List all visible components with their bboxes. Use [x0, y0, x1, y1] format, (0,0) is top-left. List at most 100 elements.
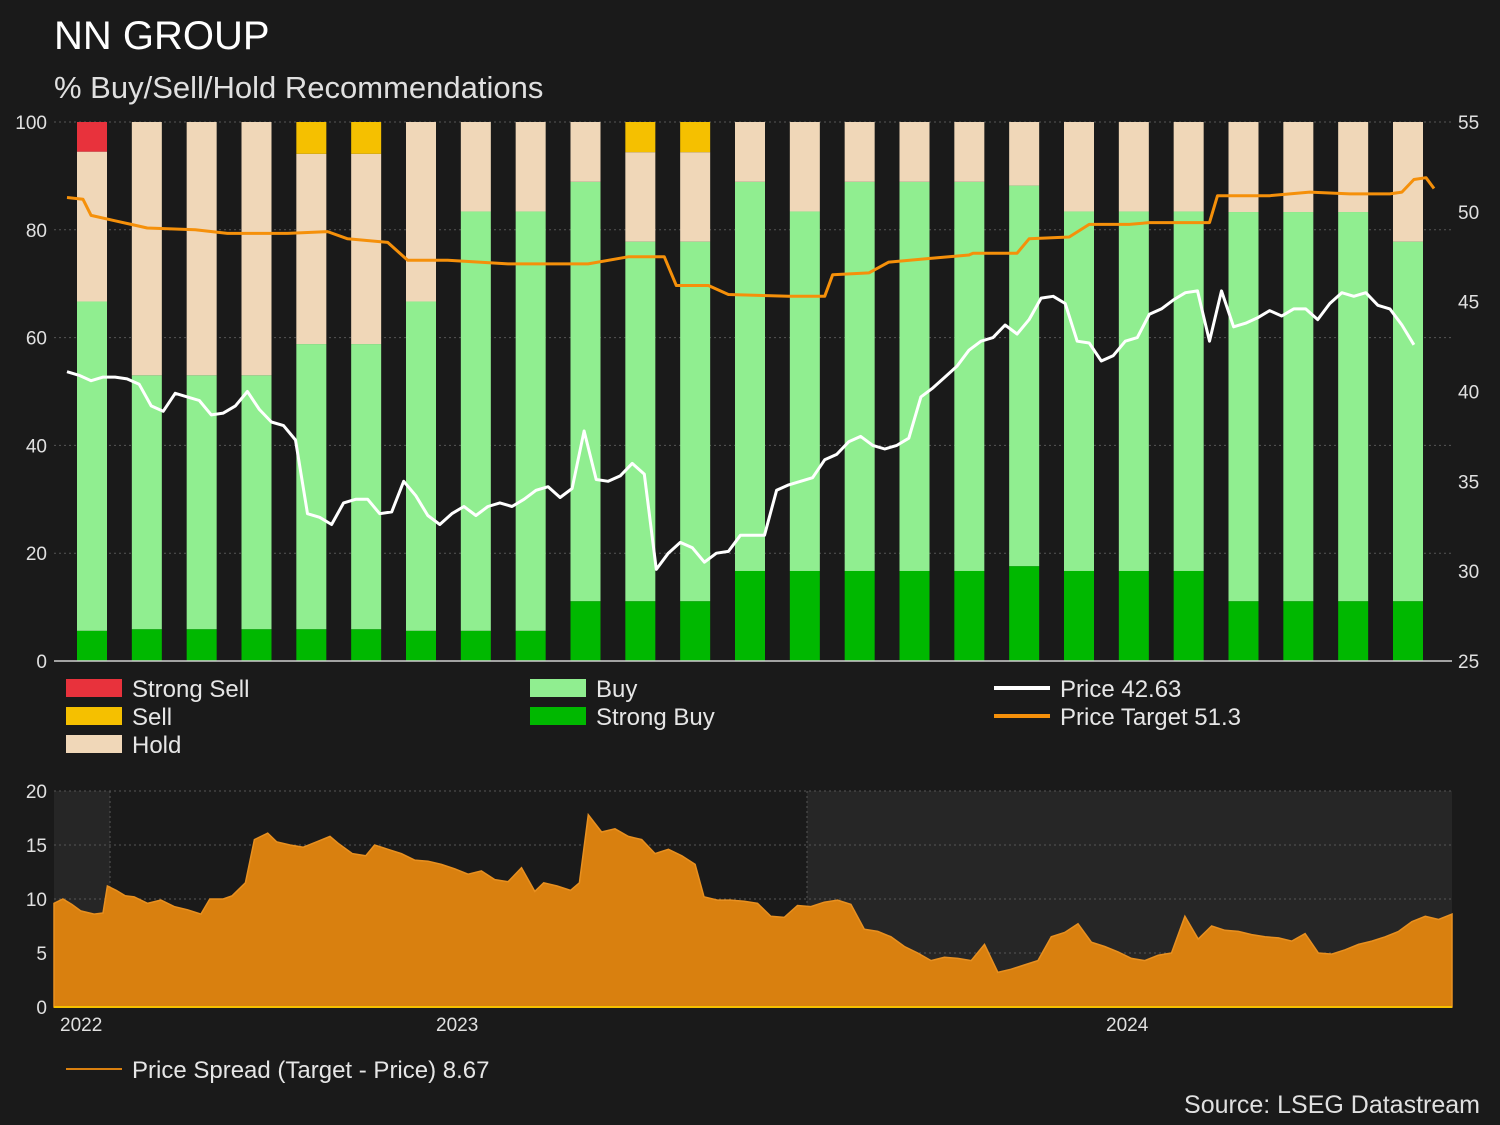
- bar-strong-buy: [186, 629, 217, 661]
- price-lines: [66, 176, 1436, 571]
- bar-strong-buy: [351, 629, 382, 661]
- bar-hold: [1118, 122, 1149, 212]
- y-right-tick-label: 30: [1458, 562, 1479, 583]
- bar-buy: [844, 181, 875, 571]
- legend-label: Price 42.63: [1060, 676, 1181, 703]
- bar-hold: [460, 122, 491, 212]
- legend-label: Sell: [132, 704, 172, 731]
- source-note: Source: LSEG Datastream: [1184, 1091, 1480, 1119]
- bar-buy: [296, 344, 327, 630]
- bar-buy: [1009, 185, 1040, 567]
- bar-hold: [1064, 122, 1094, 212]
- bar-hold: [680, 152, 711, 242]
- bar-hold: [1009, 122, 1040, 186]
- y-right-tick-label: 45: [1458, 293, 1479, 314]
- bar-strong-buy: [789, 570, 820, 661]
- legend-swatch-strong-buy: [530, 707, 586, 725]
- x-tick-label: 2024: [1106, 1015, 1149, 1036]
- legend-label: Strong Buy: [596, 704, 715, 731]
- bar-hold: [570, 122, 601, 182]
- top-axes: 0 20 40 60 80 100 25 30 35 40 45 50 55: [15, 113, 1479, 673]
- y-left-tick-label: 80: [26, 221, 47, 242]
- bar-buy: [954, 181, 985, 571]
- bar-strong-buy: [1009, 566, 1040, 661]
- bar-hold: [351, 153, 382, 345]
- y-left-tick-label: 40: [26, 436, 47, 457]
- y-right-tick-label: 40: [1458, 383, 1479, 404]
- bar-hold: [406, 122, 436, 302]
- bar-buy: [680, 241, 711, 602]
- bar-buy: [735, 181, 765, 571]
- bar-buy: [1064, 211, 1094, 571]
- spread-area: [53, 812, 1453, 1008]
- bar-strong-buy: [515, 630, 546, 661]
- bar-buy: [241, 375, 272, 630]
- bar-strong-buy: [131, 629, 162, 661]
- bar-strong-buy: [77, 630, 107, 661]
- chart-title: NN GROUP: [54, 14, 270, 58]
- bar-buy: [406, 301, 436, 631]
- bar-buy: [186, 375, 217, 630]
- bar-strong-buy: [460, 630, 491, 661]
- bar-buy: [131, 375, 162, 630]
- spread-chart: 0 5 10 15 20 2022 2023 2024 Price Spread (Target…: [26, 782, 1453, 1084]
- y-right-tick-label: 50: [1458, 203, 1479, 224]
- bar-buy: [351, 344, 382, 630]
- bar-strong-buy: [680, 601, 711, 661]
- y-left-tick-label: 60: [26, 329, 47, 350]
- bar-strong-buy: [735, 570, 765, 661]
- bar-hold: [844, 122, 875, 182]
- bar-hold: [77, 151, 107, 302]
- y-left-tick-label: 0: [36, 652, 47, 673]
- bar-strong-buy: [954, 570, 985, 661]
- bar-hold: [735, 122, 765, 182]
- legend-label: Buy: [596, 676, 637, 703]
- bar-hold: [1283, 122, 1314, 213]
- y-tick-label: 15: [26, 836, 47, 857]
- bar-hold: [789, 122, 820, 212]
- bar-buy: [77, 301, 107, 631]
- legend-label: Price Spread (Target - Price) 8.67: [132, 1057, 489, 1084]
- bar-buy: [1393, 241, 1423, 602]
- bar-hold: [131, 122, 162, 376]
- bar-hold: [296, 153, 327, 345]
- y-right-tick-label: 35: [1458, 472, 1479, 493]
- bar-strong-buy: [241, 629, 272, 661]
- price-target-line: [66, 176, 1436, 298]
- bar-strong-buy: [1173, 570, 1204, 661]
- bar-sell: [625, 122, 656, 153]
- bar-strong-sell: [77, 122, 107, 152]
- y-tick-label: 10: [26, 890, 47, 911]
- legend-label: Strong Sell: [132, 676, 249, 703]
- y-left-tick-label: 100: [15, 113, 47, 134]
- bar-strong-buy: [899, 570, 930, 661]
- bar-hold: [1338, 122, 1369, 213]
- chart-subtitle: % Buy/Sell/Hold Recommendations: [54, 70, 544, 105]
- y-tick-label: 20: [26, 782, 47, 803]
- bar-strong-buy: [570, 601, 601, 661]
- bar-sell: [296, 122, 327, 154]
- bar-strong-buy: [1338, 601, 1369, 661]
- bar-strong-buy: [844, 570, 875, 661]
- bar-buy: [1118, 211, 1149, 571]
- bar-hold: [625, 152, 656, 242]
- recommendation-bars: [77, 122, 1423, 661]
- bar-buy: [899, 181, 930, 571]
- y-right-tick-label: 25: [1458, 652, 1479, 673]
- bar-hold: [1228, 122, 1259, 213]
- bar-hold: [1173, 122, 1204, 212]
- price-line: [66, 289, 1416, 571]
- top-gridlines: [54, 121, 1452, 554]
- bar-hold: [241, 122, 272, 376]
- y-tick-label: 0: [36, 998, 47, 1019]
- bar-strong-buy: [406, 630, 436, 661]
- bar-buy: [1173, 211, 1204, 571]
- bar-strong-buy: [296, 629, 327, 661]
- bar-buy: [1283, 212, 1314, 602]
- bar-buy: [570, 181, 601, 602]
- bar-strong-buy: [1393, 601, 1423, 661]
- legend-label: Price Target 51.3: [1060, 704, 1241, 731]
- bar-buy: [625, 241, 656, 602]
- legend-swatch-strong-sell: [66, 679, 122, 697]
- bar-buy: [1338, 212, 1369, 602]
